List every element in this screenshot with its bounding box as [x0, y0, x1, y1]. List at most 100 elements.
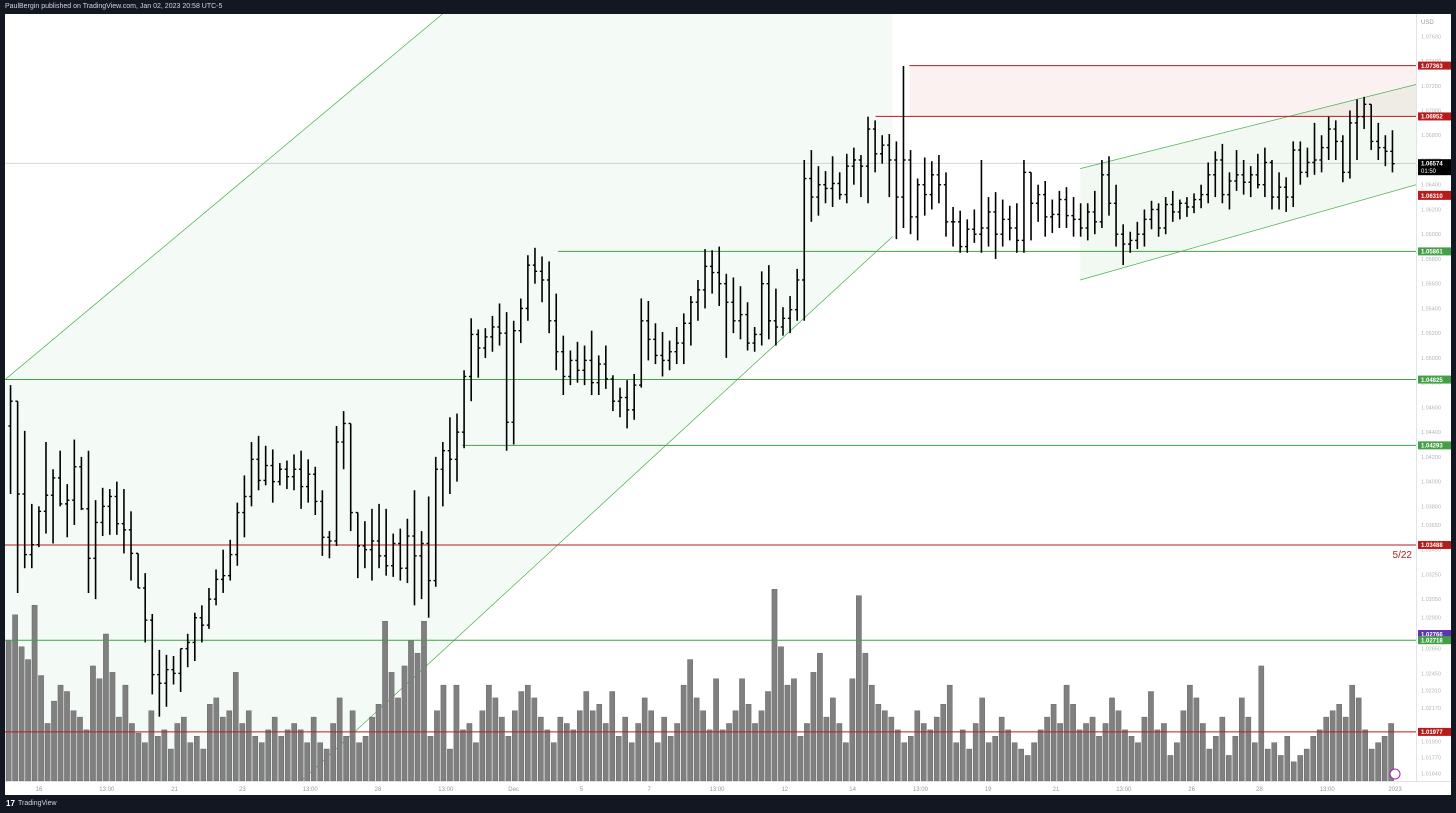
ohlc-bar — [29, 503, 35, 569]
volume-bar — [213, 697, 220, 782]
price-tick-label: 1.05200 — [1421, 331, 1441, 337]
ohlc-bar — [1135, 221, 1140, 250]
publisher-text: PaulBergin published on TradingView.com,… — [5, 3, 223, 10]
ohlc-bar — [1035, 184, 1041, 222]
volume-bar — [687, 659, 693, 782]
volume-bar — [525, 684, 531, 782]
volume-bar — [486, 684, 492, 782]
volume-bar — [1174, 742, 1180, 782]
ohlc-bar — [1312, 122, 1317, 175]
price-tick-label: 1.04600 — [1421, 405, 1441, 411]
volume-bar — [1258, 665, 1265, 782]
alert-lightning-icon[interactable] — [1389, 768, 1401, 780]
volume-bar — [739, 678, 745, 782]
volume-bar — [531, 697, 538, 782]
volume-bar — [194, 736, 200, 782]
ohlc-bar — [561, 335, 566, 396]
ohlc-bar — [1368, 103, 1374, 151]
footer-brand[interactable]: TradingView — [18, 800, 57, 807]
volume-bar — [661, 716, 667, 782]
ohlc-bar — [1064, 187, 1069, 229]
ohlc-bar — [858, 155, 864, 198]
time-tick-label: 12 — [781, 787, 788, 793]
right-gutter — [1451, 14, 1456, 781]
volume-bar — [914, 710, 921, 782]
price-axis[interactable]: USD1.076001.074001.072001.070001.068001.… — [1416, 14, 1452, 781]
volume-bar — [1011, 742, 1018, 782]
ohlc-bar — [872, 120, 878, 173]
price-tick-label: 1.06000 — [1421, 232, 1441, 238]
ohlc-bar — [1043, 181, 1048, 237]
ohlc-bar — [1361, 96, 1367, 130]
price-label-last: 1.06574 — [1421, 161, 1443, 167]
ohlc-bar — [794, 268, 800, 321]
ohlc-bar — [1390, 130, 1395, 173]
ohlc-bar — [348, 422, 353, 532]
volume-bar — [1109, 697, 1115, 782]
ohlc-bar — [802, 159, 807, 321]
volume-bar — [219, 716, 226, 782]
ohlc-bar — [135, 552, 141, 589]
volume-bar — [810, 672, 817, 782]
price-axis-svg: USD1.076001.074001.072001.070001.068001.… — [1418, 20, 1452, 778]
ohlc-bar — [617, 387, 623, 418]
ohlc-bar — [1021, 159, 1027, 253]
ohlc-bar — [490, 315, 495, 352]
volume-bar — [103, 633, 109, 782]
price-label-bg — [1418, 540, 1452, 549]
ohlc-bar — [341, 411, 346, 470]
ohlc-bar — [546, 261, 552, 334]
ohlc-bar — [929, 161, 935, 210]
ohlc-bar — [1149, 200, 1154, 230]
ohlc-bar — [1028, 171, 1034, 241]
ohlc-bar — [1319, 135, 1324, 173]
volume-bar — [207, 704, 213, 782]
price-label-support: 1.02718 — [1421, 638, 1443, 644]
price-tick-label: 1.03650 — [1421, 523, 1441, 529]
volume-bar — [1206, 748, 1213, 782]
chart-plot-area[interactable]: 5/22 — [4, 13, 1417, 782]
ohlc-bar — [242, 475, 247, 538]
volume-bar — [1277, 755, 1284, 782]
ohlc-bar — [497, 303, 502, 346]
ohlc-bar — [334, 425, 339, 546]
ohlc-bar — [15, 400, 20, 593]
ohlc-bar — [943, 172, 949, 237]
volume-bar — [1316, 729, 1323, 782]
price-tick-label: 1.07600 — [1421, 34, 1441, 40]
price-chart-svg[interactable]: 5/22 — [4, 13, 1417, 782]
volume-bar — [1076, 729, 1083, 782]
volume-bar — [460, 729, 466, 782]
ohlc-bar — [1184, 197, 1190, 217]
volume-bar — [473, 742, 479, 782]
price-label-bg — [1418, 112, 1452, 121]
ohlc-bar — [1050, 199, 1055, 233]
volume-bar — [765, 691, 771, 782]
volume-bar — [96, 678, 103, 782]
ohlc-bar — [1057, 190, 1062, 229]
volume-bar — [732, 710, 739, 782]
ohlc-bar — [1333, 120, 1338, 160]
price-tick-label: 1.04800 — [1421, 381, 1441, 387]
volume-bar — [1375, 742, 1381, 782]
time-tick-label: 13:00 — [99, 787, 115, 793]
ohlc-bar — [1071, 197, 1076, 237]
ohlc-bar — [256, 435, 261, 491]
volume-bar — [155, 736, 161, 782]
volume-bar — [654, 742, 661, 782]
ohlc-bar — [100, 487, 105, 537]
price-tick-label: 1.05600 — [1421, 282, 1441, 288]
price-tick-label: 1.03450 — [1421, 548, 1441, 554]
volume-bar — [1187, 684, 1193, 782]
tradingview-logo-icon[interactable]: 17 — [6, 799, 15, 808]
volume-bar — [343, 736, 349, 782]
volume-bar — [1362, 729, 1368, 782]
ohlc-bar — [972, 209, 977, 243]
ohlc-bar — [22, 430, 27, 569]
volume-bar — [401, 665, 408, 782]
ohlc-bar — [142, 573, 148, 643]
ohlc-bar — [922, 157, 927, 216]
time-axis[interactable]: 16 13:00 21 23 13:00 28 13:00 Dec 5 7 13:00 12 14 13:… — [5, 781, 1451, 796]
volume-bar — [570, 729, 577, 782]
ohlc-bar — [1227, 172, 1232, 210]
